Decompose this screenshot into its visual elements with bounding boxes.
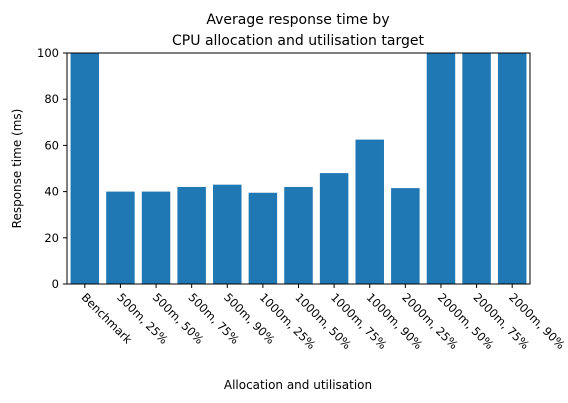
y-tick-label: 80 [44,92,59,106]
bar [70,53,100,284]
bars-group [70,53,527,285]
x-axis-label: Allocation and utilisation [224,378,372,392]
bar [248,192,278,284]
plot-frame [66,52,531,285]
bar [141,191,171,284]
bar [106,191,135,284]
y-axis: 0 20 40 60 80 100 [37,46,67,291]
y-tick-label: 40 [44,185,59,199]
bar [284,186,313,284]
bar [319,173,349,284]
chart-title-line-1: Average response time by [206,12,389,28]
bar [462,53,491,284]
bar [177,186,206,284]
y-tick-label: 100 [37,46,59,60]
y-tick-label: 0 [52,277,59,291]
bar [391,188,420,284]
y-tick-label: 60 [44,138,59,152]
bar [426,53,456,284]
y-tick-label: 20 [44,231,59,245]
bar [355,139,384,285]
chart-title-line-2: CPU allocation and utilisation target [172,33,424,49]
bar [497,53,527,284]
y-axis-label: Response time (ms) [10,109,24,229]
bar [213,184,242,284]
